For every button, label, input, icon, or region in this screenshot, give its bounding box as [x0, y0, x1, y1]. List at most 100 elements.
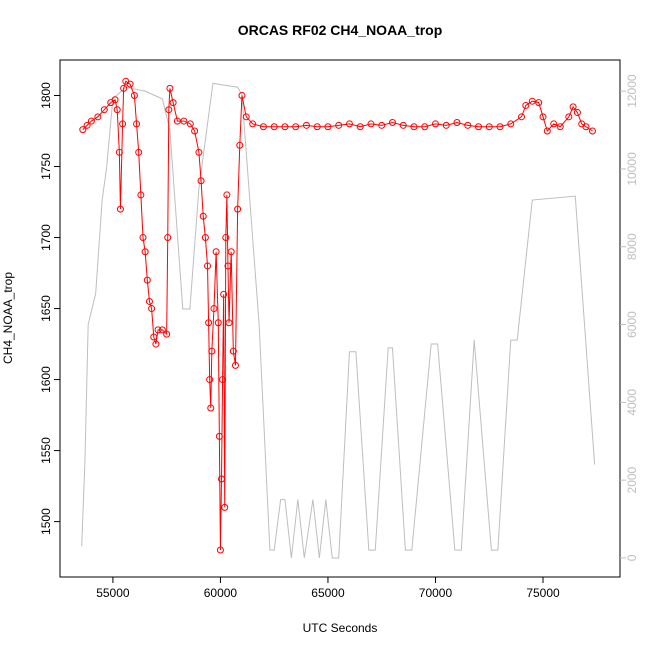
data-point [201, 234, 209, 242]
y2-tick-label: 4000 [625, 389, 639, 416]
data-point [582, 123, 590, 131]
series-line [82, 80, 593, 551]
data-point [164, 234, 172, 242]
data-point [169, 99, 177, 107]
data-point [229, 347, 237, 355]
data-point [208, 347, 216, 355]
data-point [166, 84, 174, 92]
data-point [569, 103, 577, 111]
data-point [410, 123, 418, 131]
data-point [115, 148, 123, 156]
data-point [442, 121, 450, 129]
data-point [150, 333, 158, 341]
data-point [573, 109, 581, 117]
y2-tick-label: 6000 [625, 311, 639, 338]
data-point [588, 127, 596, 135]
data-point [94, 113, 102, 121]
data-point [313, 123, 321, 131]
data-point [100, 106, 108, 114]
chart-title: ORCAS RF02 CH4_NOAA_trop [238, 22, 443, 38]
data-point [206, 376, 214, 384]
data-point [464, 121, 472, 129]
y-tick-label: 1550 [39, 437, 53, 464]
data-point [135, 148, 143, 156]
data-point [87, 117, 95, 125]
data-point [535, 99, 543, 107]
data-point [199, 212, 207, 220]
data-point [215, 432, 223, 440]
x-tick-label: 60000 [204, 586, 238, 600]
y2-tick-label: 8000 [625, 233, 639, 260]
data-point [216, 546, 224, 554]
data-point [399, 121, 407, 129]
data-point [518, 113, 526, 121]
data-point [238, 92, 246, 100]
data-point [137, 191, 145, 199]
data-point [143, 276, 151, 284]
data-point [141, 248, 149, 256]
data-point [485, 123, 493, 131]
data-point [210, 305, 218, 313]
data-point [158, 326, 166, 334]
data-point [453, 118, 461, 126]
x-axis-label: UTC Seconds [303, 621, 378, 635]
data-point [227, 248, 235, 256]
data-point [218, 475, 226, 483]
data-point [113, 106, 121, 114]
data-point [565, 113, 573, 121]
data-point [207, 404, 215, 412]
data-point [197, 177, 205, 185]
data-point [507, 120, 515, 128]
data-point [270, 123, 278, 131]
data-point [249, 120, 257, 128]
data-point [145, 297, 153, 305]
data-point [212, 248, 220, 256]
data-point [259, 123, 267, 131]
data-point [133, 120, 141, 128]
data-point [281, 123, 289, 131]
data-point [302, 121, 310, 129]
data-point [522, 101, 530, 109]
data-point [378, 121, 386, 129]
data-point [154, 326, 162, 334]
y2-tick-label: 12000 [625, 74, 639, 108]
y-tick-label: 1600 [39, 366, 53, 393]
data-point [222, 234, 230, 242]
data-point [550, 120, 558, 128]
data-point [324, 123, 332, 131]
data-point [242, 113, 250, 121]
data-point [139, 234, 147, 242]
data-point [180, 117, 188, 125]
data-point [119, 120, 127, 128]
x-tick-label: 65000 [311, 586, 345, 600]
data-point [356, 123, 364, 131]
data-point [496, 123, 504, 131]
data-point [474, 123, 482, 131]
series-line [81, 82, 596, 559]
y-axis-label: CH4_NOAA_trop [1, 272, 15, 364]
x-tick-label: 70000 [419, 586, 453, 600]
data-point [234, 205, 242, 213]
y-tick-label: 1800 [39, 82, 53, 109]
data-point [152, 340, 160, 348]
data-point [204, 262, 212, 270]
data-point [367, 120, 375, 128]
data-point [186, 120, 194, 128]
data-point [539, 113, 547, 121]
data-point [543, 127, 551, 135]
data-point [225, 319, 233, 327]
x-tick-label: 75000 [526, 586, 560, 600]
data-point [388, 118, 396, 126]
data-point [231, 361, 239, 369]
data-point [220, 290, 228, 298]
data-point [345, 120, 353, 128]
data-point [219, 376, 227, 384]
data-point [116, 205, 124, 213]
data-point [528, 97, 536, 105]
x-tick-label: 55000 [96, 586, 130, 600]
data-point [556, 123, 564, 131]
data-point [223, 191, 231, 199]
data-point [79, 126, 87, 134]
